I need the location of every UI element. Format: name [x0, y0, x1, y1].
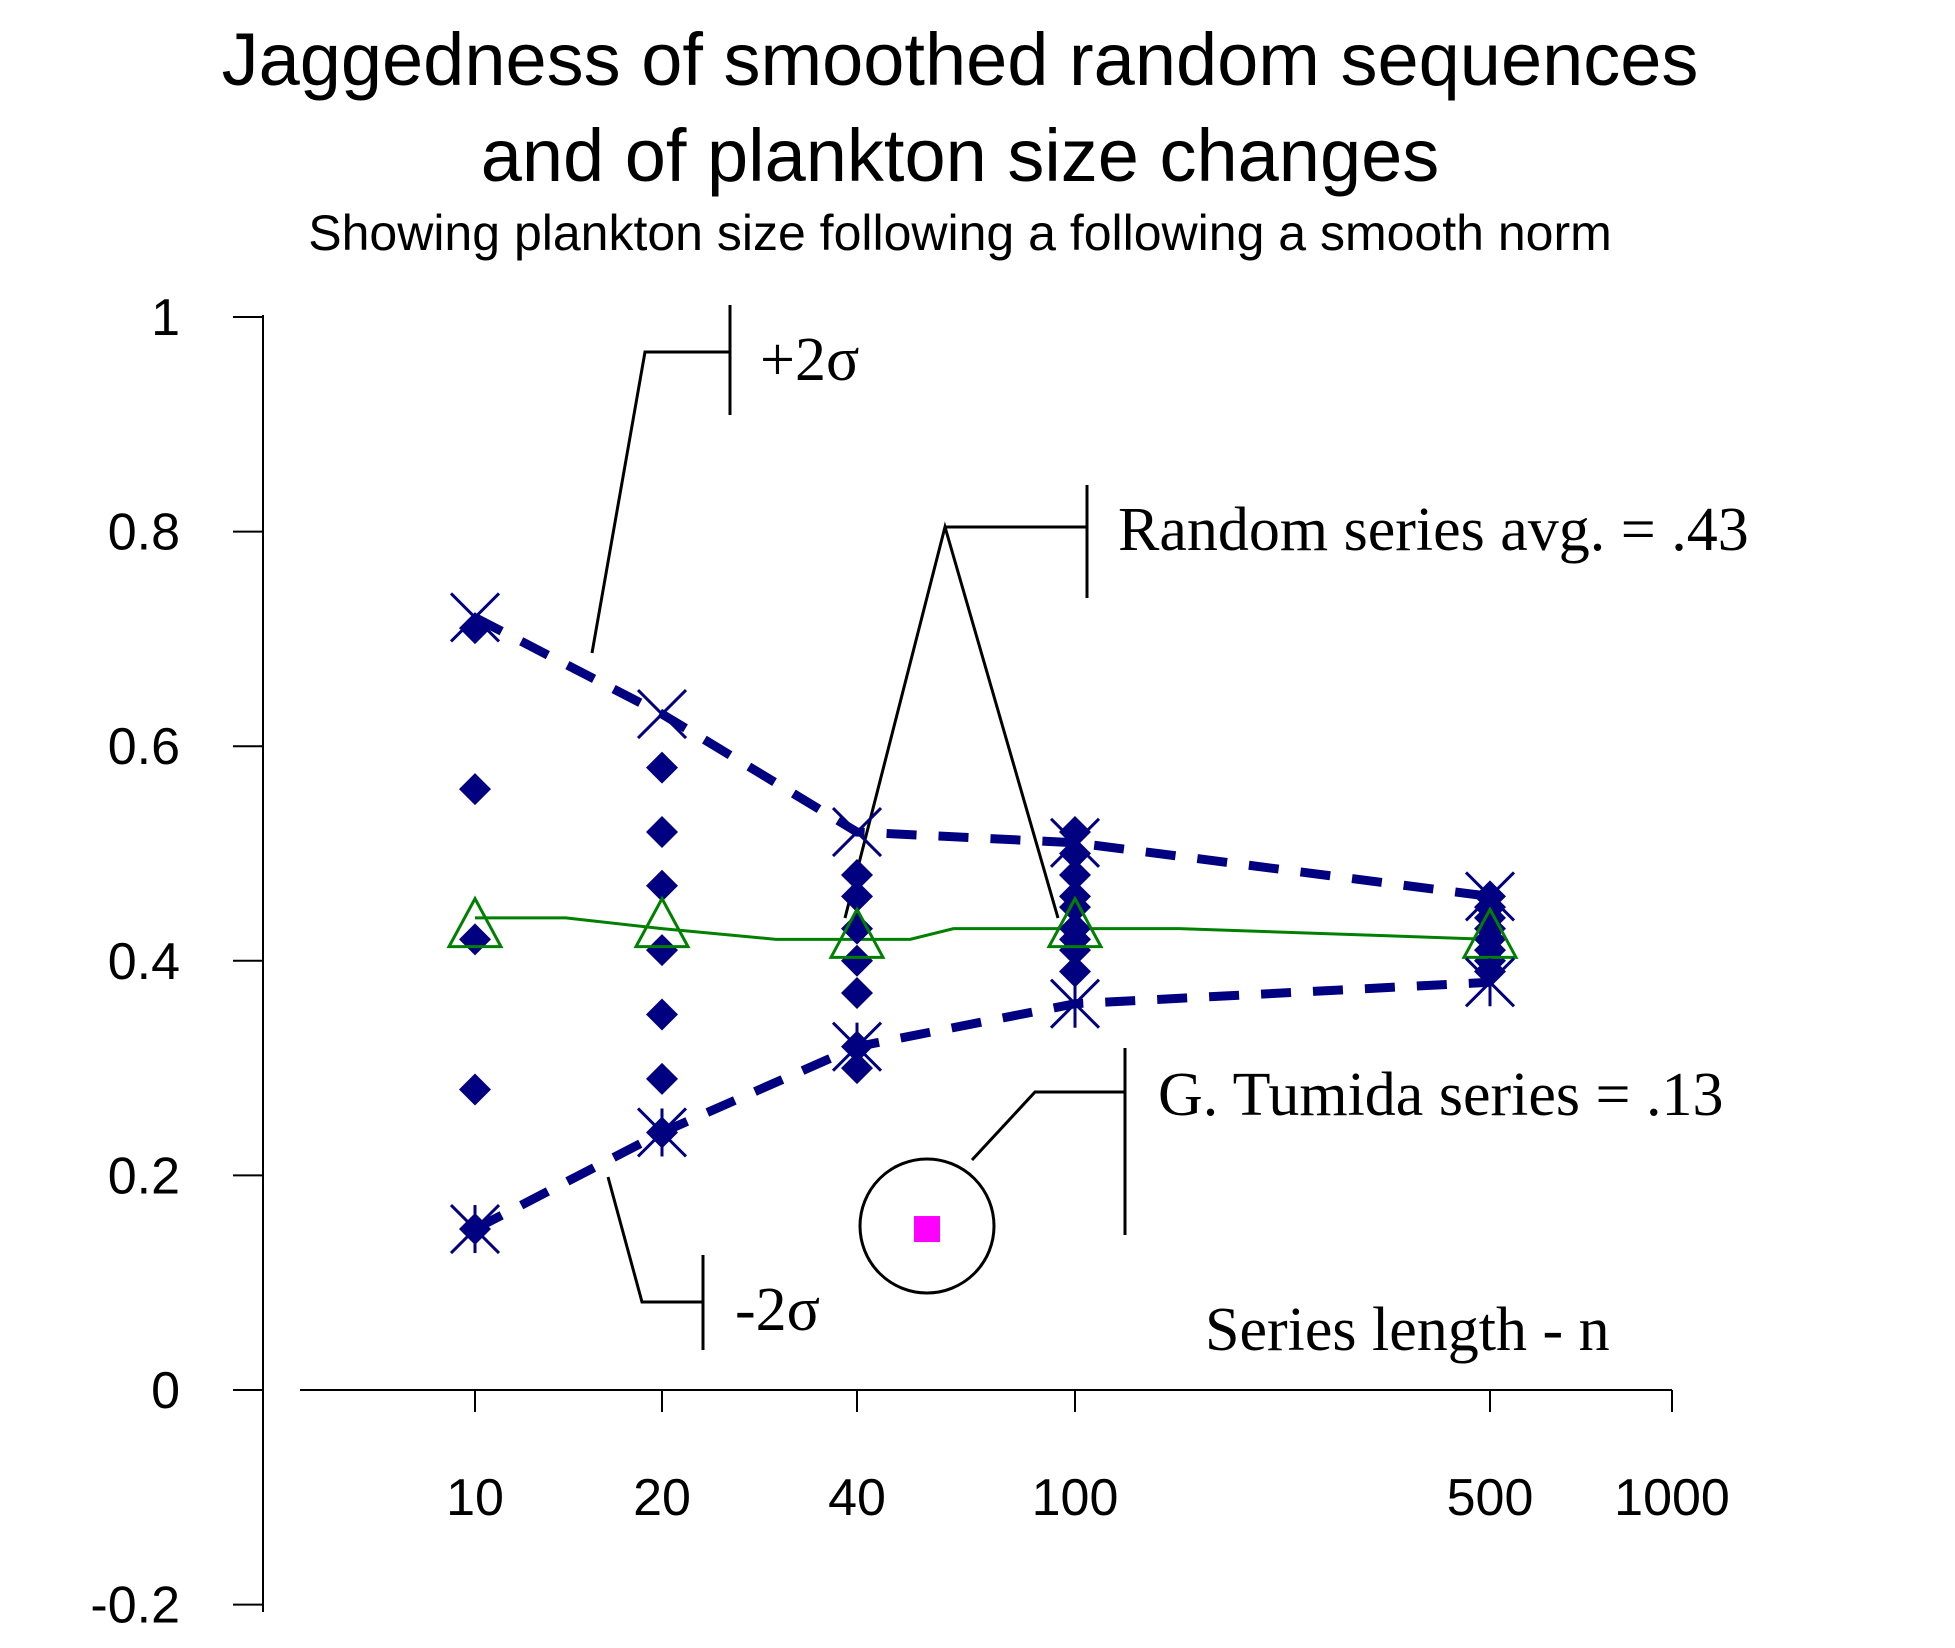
random-series-point [459, 923, 491, 956]
minus2sigma-marker [831, 1021, 883, 1072]
plus2sigma-label: +2σ [760, 326, 859, 394]
chart-subtitle: Showing plankton size following a follow… [308, 205, 1612, 261]
random-avg-marker [1046, 895, 1104, 949]
random-series-point [646, 1062, 678, 1095]
plus2sigma-marker-stroke [1464, 871, 1516, 922]
random-series-point [841, 912, 873, 945]
y-tick-label: 1 [151, 289, 180, 347]
random-series-point [459, 773, 491, 806]
plus2sigma-marker [636, 688, 688, 740]
plus2sigma-marker [1049, 817, 1101, 868]
x-tick-label: 10 [446, 1469, 504, 1527]
minus2sigma-marker [1464, 957, 1516, 1008]
minus2sigma-marker [449, 1203, 501, 1255]
random-series-point [841, 880, 873, 913]
random-series-point [841, 858, 873, 891]
y-tick-label: 0.6 [108, 718, 180, 776]
random-avg-marker [633, 895, 691, 949]
plus2sigma-marker-stroke [831, 806, 883, 858]
random-series-point [646, 998, 678, 1031]
chart-title: Jaggedness of smoothed random sequences [221, 18, 1699, 101]
random-avg-label: Random series avg. = .43 [1118, 496, 1749, 564]
x-tick-label: 20 [633, 1469, 691, 1527]
random-series-point [646, 751, 678, 784]
random-series-point [841, 944, 873, 977]
random-avg-marker [828, 906, 886, 959]
tumida-highlight-circle [858, 1157, 996, 1295]
tumida-point [914, 1216, 940, 1243]
plus2sigma-marker [449, 592, 501, 643]
plus2sigma-marker-stroke [1049, 817, 1101, 868]
y-tick-label: -0.2 [90, 1577, 180, 1635]
x-tick-label: 40 [828, 1469, 886, 1527]
y-tick-label: 0 [151, 1362, 180, 1420]
x-tick-label: 100 [1032, 1469, 1119, 1527]
tumida-callout [858, 1048, 1127, 1295]
random-avg-marker [446, 895, 504, 949]
minus2sigma-marker [636, 1107, 688, 1158]
x-ticks: 10 20 40 100 500 1000 [446, 1390, 1730, 1527]
random-series-point [841, 976, 873, 1009]
minus2sigma-label: -2σ [735, 1276, 820, 1344]
random-series-point [459, 612, 491, 645]
minus2sigma-marker [1049, 978, 1101, 1029]
plus2sigma-marker [1464, 871, 1516, 922]
tumida-label: G. Tumida series = .13 [1158, 1061, 1723, 1129]
minus2sigma-callout [606, 1176, 705, 1350]
plus2sigma-marker [831, 806, 883, 858]
series-layer [446, 592, 1519, 1255]
random-avg-marker [1461, 906, 1519, 959]
y-tick-label: 0.8 [108, 504, 180, 562]
random-series-point [646, 934, 678, 967]
x-tick-label: 500 [1447, 1469, 1534, 1527]
random-series-point [1059, 858, 1091, 891]
x-tick-label: 1000 [1614, 1469, 1730, 1527]
plus2sigma-marker-stroke [636, 688, 688, 740]
chart-title-line2: and of plankton size changes [480, 114, 1440, 197]
random-series-point [1059, 816, 1091, 849]
y-tick-label: 0.2 [108, 1147, 180, 1205]
random-series-point [1059, 837, 1091, 870]
random-series-point [1059, 934, 1091, 967]
random-avg-callout [843, 485, 1089, 919]
plus2sigma-callout [590, 305, 732, 654]
y-ticks: 1 0.8 0.6 0.4 0.2 0 -0.2 [90, 289, 263, 1635]
random-series-point [646, 869, 678, 902]
random-series-point [1059, 955, 1091, 988]
y-tick-label: 0.4 [108, 933, 180, 991]
plus2sigma-marker-stroke [449, 592, 501, 643]
random-avg-line [475, 916, 1491, 941]
x-axis-title: Series length - n [1205, 1296, 1610, 1364]
random-series-point [459, 1073, 491, 1106]
random-series-point [646, 816, 678, 849]
